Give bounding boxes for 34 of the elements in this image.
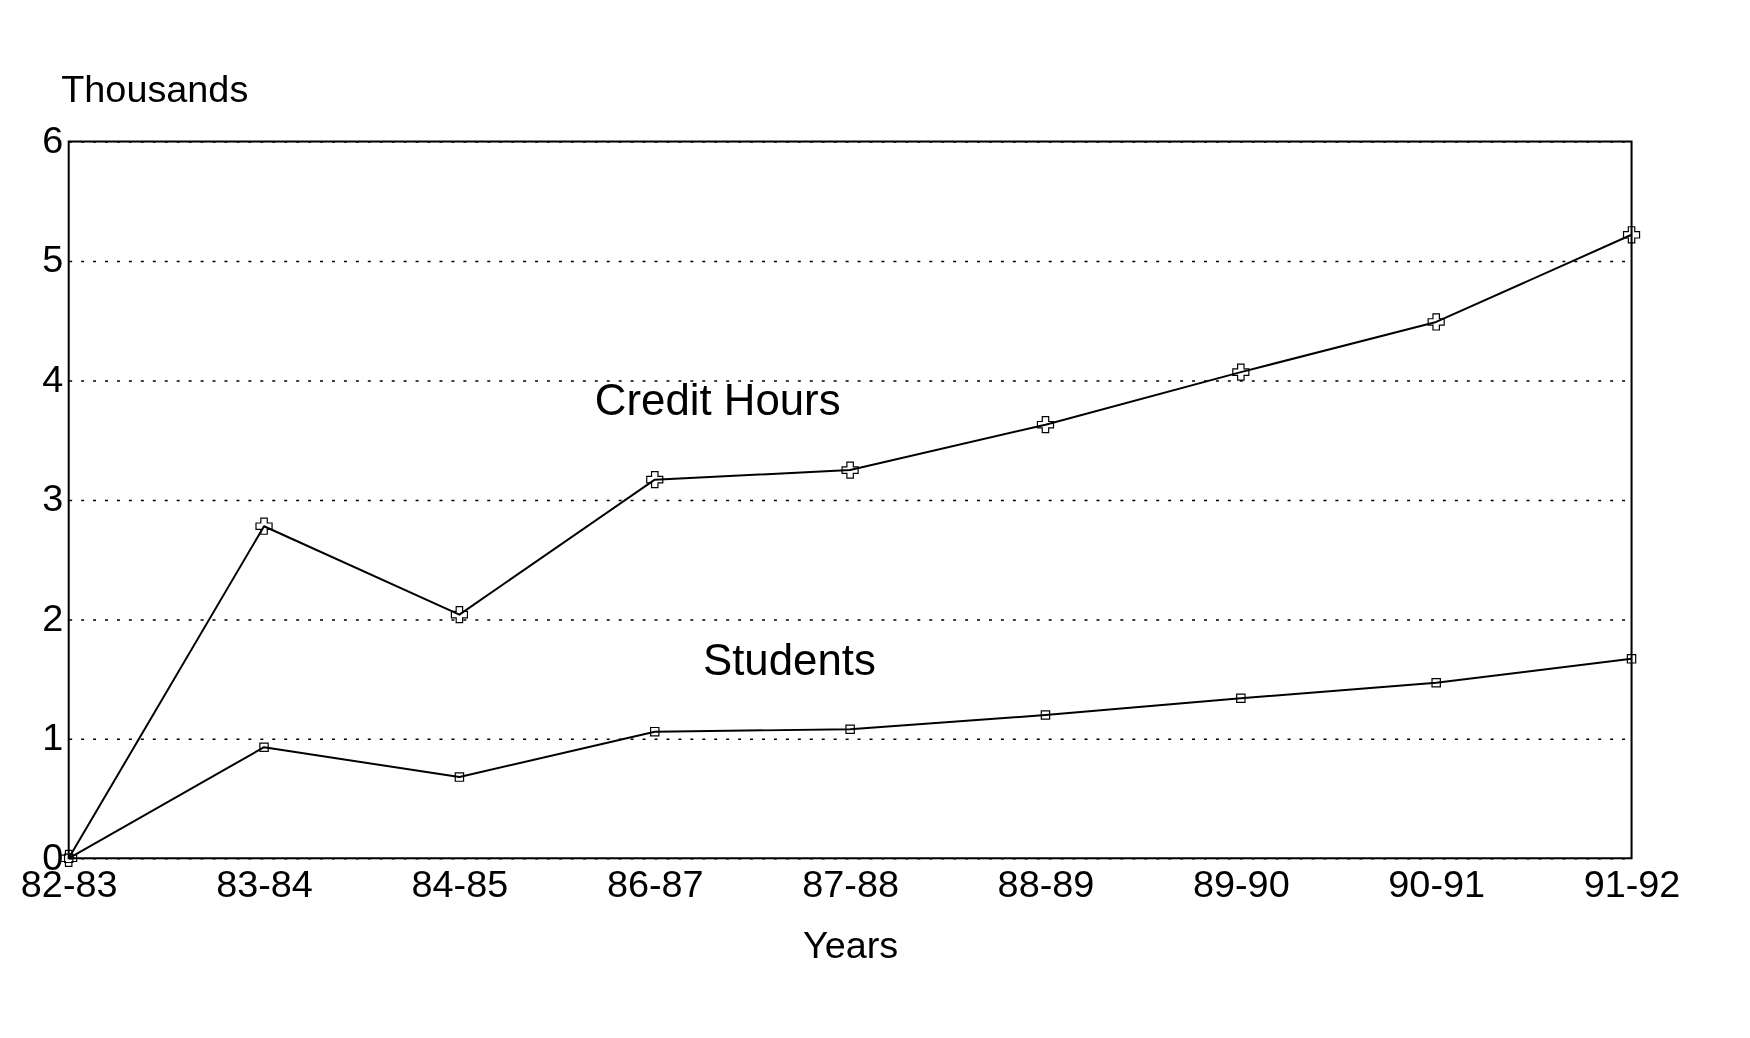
point <box>649 726 660 737</box>
series-label: Credit Hours <box>594 375 841 425</box>
point <box>1427 313 1445 331</box>
x-tick-label: 83-84 <box>216 862 313 905</box>
x-tick-label: 90-91 <box>1388 862 1486 905</box>
series-label: Students <box>702 634 876 684</box>
x-tick-label: 89-90 <box>1192 862 1290 905</box>
y-tick-label: 2 <box>42 596 64 639</box>
x-tick-label: 86-87 <box>606 862 704 905</box>
point <box>1232 363 1250 381</box>
point <box>1626 654 1637 664</box>
y-tick-label: 1 <box>42 716 64 759</box>
point <box>1431 677 1441 688</box>
x-tick-label: 87-88 <box>802 862 899 905</box>
point <box>1036 416 1055 434</box>
y-tick-label: 6 <box>42 119 64 162</box>
point <box>1622 226 1641 244</box>
x-axis-title: Years <box>802 924 899 967</box>
point <box>1236 693 1246 704</box>
x-tick-label: 91-92 <box>1583 862 1681 905</box>
point <box>841 461 859 479</box>
point <box>1040 710 1051 720</box>
y-axis-title: Thousands <box>61 68 249 111</box>
y-tick-label: 3 <box>42 477 64 520</box>
point <box>259 742 269 752</box>
point <box>450 606 469 624</box>
point <box>454 772 465 782</box>
point <box>646 471 664 489</box>
y-tick-label: 5 <box>42 238 64 281</box>
x-tick-label: 84-85 <box>411 862 509 905</box>
y-tick-label: 4 <box>42 357 64 400</box>
point <box>255 517 273 535</box>
x-tick-label: 88-89 <box>997 862 1095 905</box>
point <box>845 724 855 735</box>
